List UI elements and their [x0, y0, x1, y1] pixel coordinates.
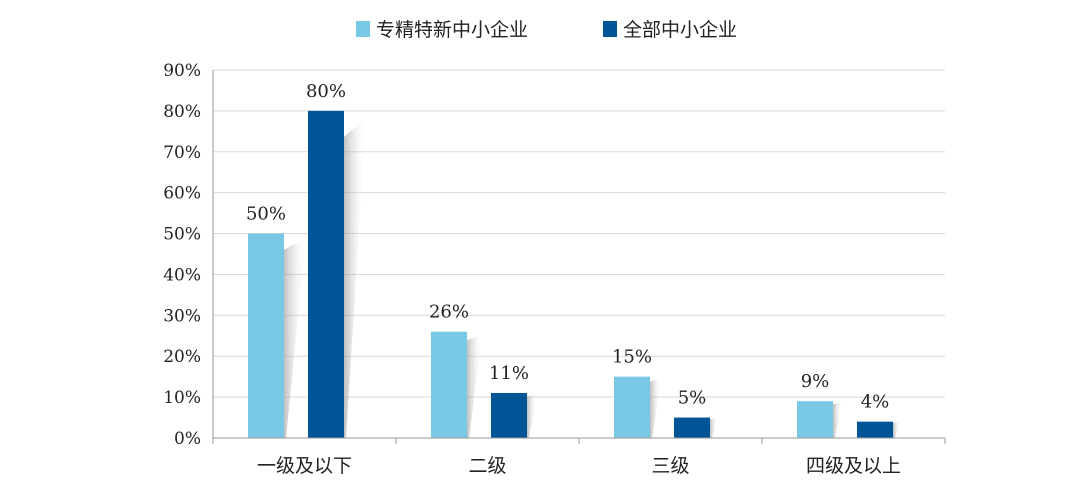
data-label-s1-c1: 11%	[489, 363, 529, 384]
bar-s1-c1	[491, 393, 527, 438]
y-tick-label-7: 70%	[163, 143, 201, 163]
bar-shadow-s0-c1	[467, 333, 483, 438]
y-tick-label-4: 40%	[163, 265, 201, 285]
legend-swatch-1	[603, 21, 617, 37]
y-tick-label-0: 0%	[174, 429, 201, 449]
y-tick-label-1: 10%	[163, 388, 201, 408]
bar-shadow-s1-c1	[527, 393, 538, 438]
x-tick-label-2: 三级	[651, 455, 689, 477]
data-labels: 50% 26% 15% 9% 80% 11% 5% 4%	[246, 81, 889, 413]
bar-s1-c3	[857, 421, 893, 438]
data-label-s0-c3: 9%	[801, 371, 830, 392]
y-tick-label-5: 50%	[163, 225, 201, 245]
legend-label-0: 专精特新中小企业	[376, 19, 528, 41]
x-tick-label-1: 二级	[468, 455, 506, 477]
data-label-s1-c2: 5%	[678, 388, 707, 409]
x-tick-label-0: 一级及以下	[257, 455, 352, 477]
y-tick-label-9: 90%	[163, 61, 201, 81]
y-tick-label-8: 80%	[163, 102, 201, 122]
data-label-s0-c1: 26%	[429, 302, 469, 323]
bar-shadow-s0-c2	[650, 377, 662, 438]
y-tick-label-6: 60%	[163, 184, 201, 204]
x-axis-ticks: 一级及以下 二级 三级 四级及以上	[257, 455, 901, 477]
axes	[212, 70, 946, 444]
x-tick-label-3: 四级及以上	[806, 455, 901, 477]
bar-shadows	[284, 117, 901, 438]
bars	[248, 110, 893, 438]
bar-s1-c2	[674, 417, 710, 438]
y-tick-label-2: 20%	[163, 347, 201, 367]
legend-swatch-0	[356, 21, 370, 37]
data-label-s0-c0: 50%	[246, 204, 286, 225]
bar-s0-c1	[431, 331, 467, 438]
data-label-s1-c3: 4%	[861, 392, 890, 413]
data-label-s0-c2: 15%	[612, 347, 652, 368]
bar-shadow-s0-c0	[284, 237, 306, 438]
bar-shadow-s1-c3	[893, 421, 901, 438]
y-tick-label-3: 30%	[163, 306, 201, 326]
legend-label-1: 全部中小企业	[623, 19, 737, 41]
bar-shadow-s1-c0	[344, 117, 366, 438]
bar-shadow-s1-c2	[710, 417, 718, 438]
data-label-s1-c0: 80%	[306, 81, 346, 102]
bar-shadow-s0-c3	[833, 401, 843, 438]
bar-s0-c3	[797, 401, 833, 438]
bar-s0-c0	[248, 233, 284, 438]
bar-s1-c0	[308, 110, 344, 438]
bar-s0-c2	[614, 376, 650, 438]
legend: 专精特新中小企业 全部中小企业	[356, 19, 737, 41]
y-axis-ticks: 0% 10% 20% 30% 40% 50% 60% 70% 80% 90%	[163, 61, 201, 449]
